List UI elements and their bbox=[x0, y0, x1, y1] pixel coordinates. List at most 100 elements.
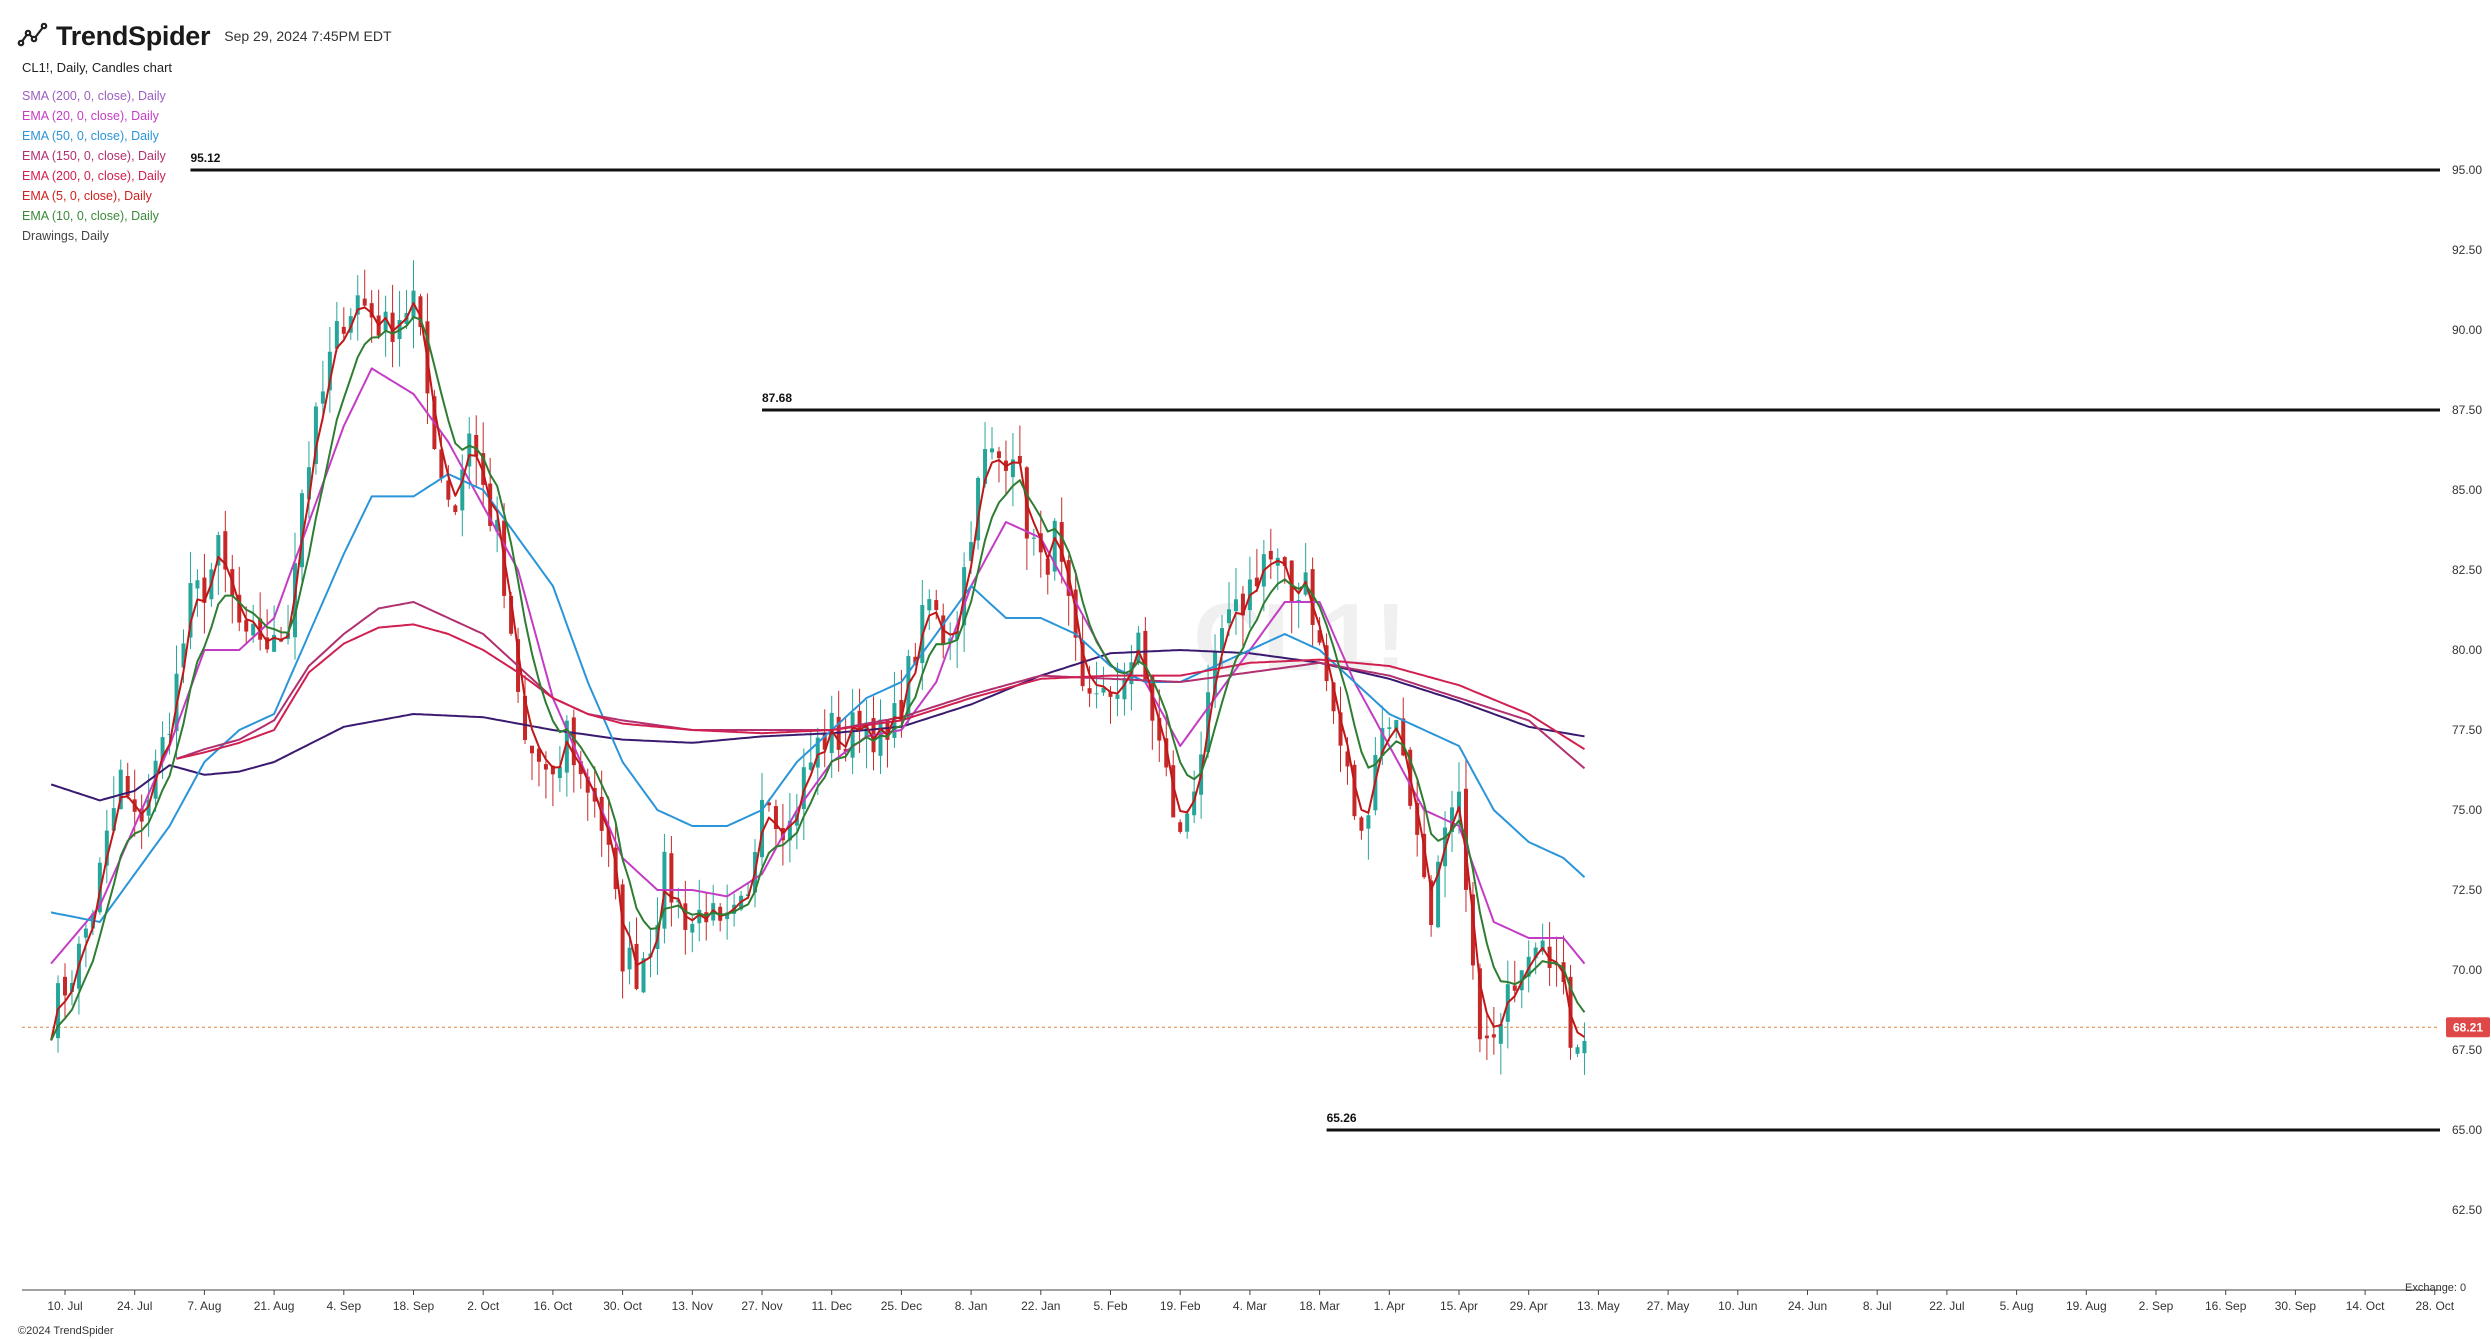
candle-body bbox=[899, 699, 904, 720]
candle-body bbox=[948, 638, 953, 643]
candle-body bbox=[216, 535, 221, 566]
legend-item[interactable]: EMA (5, 0, close), Daily bbox=[22, 189, 152, 203]
candle-body bbox=[760, 799, 764, 858]
candle-body bbox=[766, 802, 771, 806]
candle-body bbox=[313, 406, 318, 464]
candle-body bbox=[481, 453, 486, 485]
indicator-line bbox=[50, 473, 1586, 923]
x-tick-label: 27. May bbox=[1647, 1299, 1690, 1313]
candle-body bbox=[955, 631, 960, 640]
x-tick-label: 25. Dec bbox=[881, 1299, 922, 1313]
indicator-line bbox=[50, 302, 1586, 1041]
candle-body bbox=[1282, 557, 1287, 567]
candle-body bbox=[801, 767, 806, 810]
x-tick-label: 14. Oct bbox=[2346, 1299, 2385, 1313]
candle-body bbox=[787, 820, 792, 841]
candle-body bbox=[320, 391, 325, 404]
candle-body bbox=[822, 732, 827, 750]
candle-body bbox=[83, 928, 88, 938]
y-tick-label: 75.00 bbox=[2452, 803, 2482, 817]
candle-body bbox=[1540, 940, 1545, 952]
candle-body bbox=[111, 808, 116, 831]
candle-body bbox=[725, 912, 730, 920]
candle-body bbox=[885, 720, 890, 740]
candle-body bbox=[327, 351, 332, 391]
chart-title[interactable]: CL1!, Daily, Candles chart bbox=[22, 60, 173, 75]
candle-body bbox=[265, 637, 270, 650]
chart-timestamp: Sep 29, 2024 7:45PM EDT bbox=[224, 28, 392, 44]
candle-body bbox=[1387, 727, 1392, 729]
candle-body bbox=[306, 467, 311, 500]
candle-body bbox=[1136, 632, 1141, 664]
candle-body bbox=[878, 719, 883, 756]
candle-body bbox=[1220, 628, 1225, 651]
candle-body bbox=[585, 776, 590, 793]
x-tick-label: 8. Jul bbox=[1863, 1299, 1892, 1313]
candle-body bbox=[1484, 1035, 1489, 1039]
candle-body bbox=[773, 806, 778, 829]
candle-body bbox=[69, 982, 74, 992]
candle-body bbox=[1101, 687, 1106, 693]
x-tick-label: 30. Oct bbox=[603, 1299, 642, 1313]
candle-body bbox=[195, 580, 200, 589]
horizontal-level-label: 65.26 bbox=[1327, 1111, 1357, 1125]
candle-body bbox=[1171, 765, 1176, 818]
legend-item[interactable]: SMA (200, 0, close), Daily bbox=[22, 89, 166, 103]
candle-body bbox=[167, 733, 172, 735]
candle-body bbox=[1345, 751, 1350, 767]
indicator-line bbox=[176, 601, 1586, 770]
y-tick-label: 80.00 bbox=[2452, 643, 2482, 657]
candle-body bbox=[160, 737, 165, 761]
candle-body bbox=[529, 745, 534, 754]
x-tick-label: 8. Jan bbox=[955, 1299, 988, 1313]
legend-item[interactable]: EMA (10, 0, close), Daily bbox=[22, 209, 159, 223]
candle-body bbox=[996, 451, 1001, 459]
legend-item[interactable]: EMA (200, 0, close), Daily bbox=[22, 169, 166, 183]
x-tick-label: 24. Jul bbox=[117, 1299, 152, 1313]
candle-body bbox=[1401, 718, 1406, 756]
candle-body bbox=[1192, 791, 1197, 816]
horizontal-level-label: 95.12 bbox=[190, 151, 220, 165]
y-tick-label: 72.50 bbox=[2452, 883, 2482, 897]
x-tick-label: 1. Apr bbox=[1374, 1299, 1405, 1313]
y-tick-label: 67.50 bbox=[2452, 1043, 2482, 1057]
candle-body bbox=[334, 321, 339, 349]
y-tick-label: 85.00 bbox=[2452, 483, 2482, 497]
candle-body bbox=[913, 656, 918, 664]
candle-body bbox=[641, 958, 646, 993]
candle-body bbox=[1359, 817, 1364, 831]
legend-item[interactable]: Drawings, Daily bbox=[22, 229, 109, 243]
x-tick-label: 21. Aug bbox=[254, 1299, 295, 1313]
candle-body bbox=[1394, 720, 1399, 732]
legend-item[interactable]: EMA (20, 0, close), Daily bbox=[22, 109, 159, 123]
x-tick-label: 22. Jul bbox=[1929, 1299, 1964, 1313]
candle-body bbox=[63, 976, 67, 996]
candle-body bbox=[418, 296, 423, 327]
candle-body bbox=[341, 326, 346, 334]
candle-body bbox=[1582, 1040, 1587, 1054]
candle-body bbox=[1122, 677, 1127, 700]
x-tick-label: 13. Nov bbox=[672, 1299, 713, 1313]
candle-body bbox=[1108, 692, 1113, 697]
x-tick-label: 11. Dec bbox=[811, 1299, 851, 1313]
candle-body bbox=[125, 776, 130, 796]
x-tick-label: 18. Mar bbox=[1299, 1299, 1340, 1313]
x-tick-label: 2. Sep bbox=[2139, 1299, 2174, 1313]
y-tick-label: 62.50 bbox=[2452, 1203, 2482, 1217]
candle-body bbox=[1310, 569, 1315, 625]
candle-body bbox=[453, 505, 458, 513]
candle-body bbox=[1415, 802, 1420, 835]
candle-body bbox=[181, 643, 186, 668]
candle-body bbox=[1031, 537, 1036, 539]
x-tick-label: 28. Oct bbox=[2415, 1299, 2454, 1313]
candle-body bbox=[1289, 560, 1294, 603]
candle-body bbox=[1010, 459, 1015, 478]
indicator-line bbox=[176, 623, 1586, 760]
candle-body bbox=[1317, 630, 1322, 643]
candle-body bbox=[390, 312, 395, 342]
candle-body bbox=[474, 434, 479, 457]
candle-body bbox=[1233, 599, 1238, 612]
legend-item[interactable]: EMA (50, 0, close), Daily bbox=[22, 129, 159, 143]
legend-item[interactable]: EMA (150, 0, close), Daily bbox=[22, 149, 166, 163]
